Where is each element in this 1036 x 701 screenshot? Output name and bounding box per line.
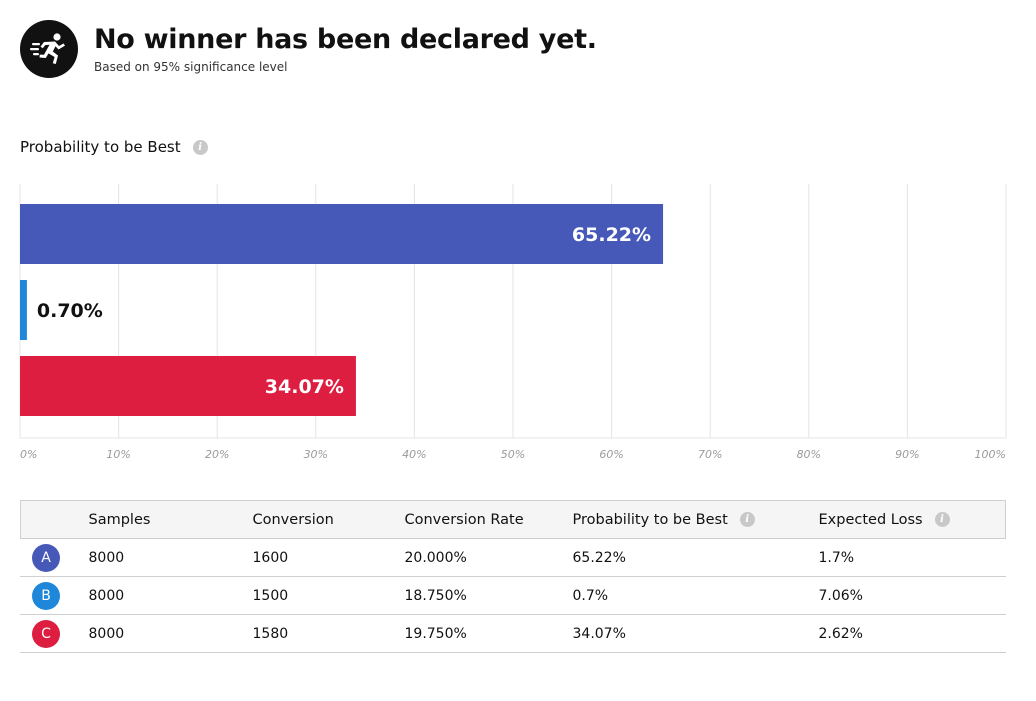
- bar-data-label: 0.70%: [37, 300, 103, 322]
- page-subtitle: Based on 95% significance level: [94, 60, 288, 74]
- loss-cell: 1.7%: [818, 538, 1006, 577]
- x-tick-label: 50%: [501, 448, 525, 461]
- bar-a: [20, 204, 664, 264]
- x-tick-label: 100%: [975, 448, 1006, 461]
- bar-data-label: 34.07%: [265, 376, 344, 398]
- loss-cell: 2.62%: [818, 614, 1006, 653]
- table-header-probability: Probability to be Best i: [572, 500, 819, 539]
- table-header-rate: Conversion Rate: [404, 500, 573, 539]
- x-tick-label: 0%: [20, 448, 37, 461]
- bar-c: [20, 356, 356, 416]
- samples-cell: 8000: [88, 614, 253, 653]
- conversion-cell: 1600: [252, 538, 405, 577]
- table-row: B 8000 1500 18.750% 0.7% 7.06%: [20, 576, 1006, 615]
- x-tick-label: 70%: [698, 448, 722, 461]
- info-icon[interactable]: i: [739, 512, 755, 527]
- variant-cell: A: [20, 538, 89, 577]
- x-tick-label: 10%: [106, 448, 130, 461]
- samples-cell: 8000: [88, 538, 253, 577]
- table-header-variant: [20, 500, 89, 539]
- table-header-loss: Expected Loss i: [818, 500, 1006, 539]
- table-header-samples: Samples: [88, 500, 253, 539]
- x-tick-label: 90%: [895, 448, 919, 461]
- probability-cell: 34.07%: [572, 614, 819, 653]
- variant-cell: B: [20, 576, 89, 615]
- x-tick-label: 40%: [402, 448, 426, 461]
- probability-chart: 0% 10% 20% 30% 40% 50% 60% 70% 80% 90% 100% 65.22% 0…: [0, 180, 1036, 470]
- bar-data-label: 65.22%: [572, 224, 651, 246]
- probability-cell: 65.22%: [572, 538, 819, 577]
- results-table: Samples Conversion Conversion Rate Proba…: [20, 500, 1006, 653]
- table-row: C 8000 1580 19.750% 34.07% 2.62%: [20, 614, 1006, 653]
- info-icon[interactable]: i: [192, 139, 208, 155]
- page-title: No winner has been declared yet.: [94, 24, 597, 55]
- samples-cell: 8000: [88, 576, 253, 615]
- result-header: No winner has been declared yet. Based o…: [20, 20, 597, 78]
- variant-badge-b: B: [32, 581, 60, 610]
- rate-cell: 18.750%: [404, 576, 573, 615]
- table-header-probability-label: Probability to be Best: [572, 511, 728, 528]
- rate-cell: 19.750%: [404, 614, 573, 653]
- table-header-row: Samples Conversion Conversion Rate Proba…: [20, 500, 1006, 539]
- table-header-conversion: Conversion: [252, 500, 405, 539]
- conversion-cell: 1580: [252, 614, 405, 653]
- bar-b: [20, 280, 27, 340]
- table-row: A 8000 1600 20.000% 65.22% 1.7%: [20, 538, 1006, 577]
- x-tick-label: 30%: [304, 448, 328, 461]
- chart-svg: 0% 10% 20% 30% 40% 50% 60% 70% 80% 90% 100% 65.22% 0…: [19, 184, 1007, 461]
- chart-title: Probability to be Best: [20, 138, 181, 156]
- table-header-loss-label: Expected Loss: [818, 511, 923, 528]
- variant-badge-c: C: [32, 619, 60, 648]
- runner-icon: [20, 20, 78, 78]
- x-tick-label: 60%: [599, 448, 623, 461]
- variant-cell: C: [20, 614, 89, 653]
- conversion-cell: 1500: [252, 576, 405, 615]
- rate-cell: 20.000%: [404, 538, 573, 577]
- loss-cell: 7.06%: [818, 576, 1006, 615]
- chart-heading: Probability to be Best i: [20, 138, 208, 156]
- info-icon[interactable]: i: [934, 512, 950, 527]
- variant-badge-a: A: [32, 543, 60, 572]
- x-tick-label: 20%: [205, 448, 229, 461]
- probability-cell: 0.7%: [572, 576, 819, 615]
- x-tick-label: 80%: [797, 448, 821, 461]
